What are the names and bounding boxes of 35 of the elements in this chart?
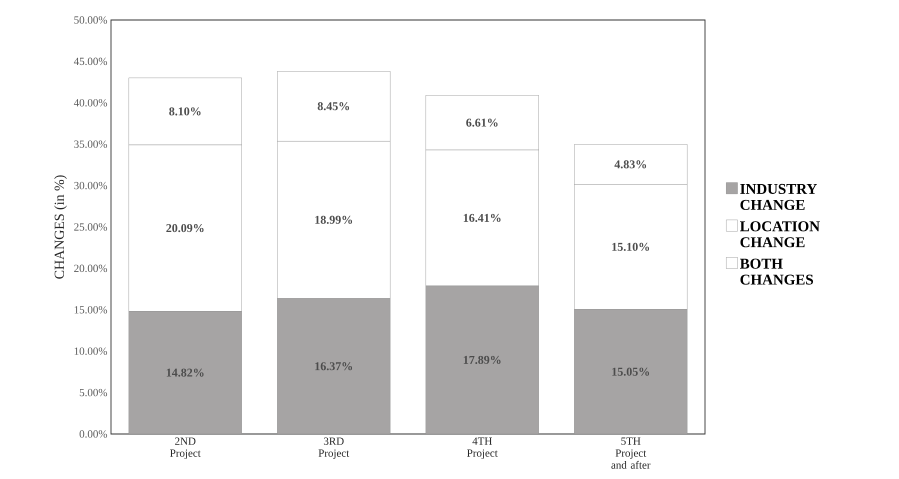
y-tick-label: 20.00% — [74, 264, 108, 272]
data-label: 15.05% — [612, 368, 650, 376]
bar — [426, 286, 539, 434]
data-label: 20.09% — [166, 224, 204, 232]
y-tick-label: 10.00% — [74, 347, 108, 355]
y-tick-label: 45.00% — [74, 58, 108, 66]
data-label: 8.10% — [169, 107, 201, 116]
x-tick-label: 4TH Project — [467, 438, 498, 460]
y-tick-label: 25.00% — [74, 223, 108, 231]
x-tick-label: 2ND Project — [170, 438, 201, 460]
bar — [128, 311, 242, 434]
y-tick-label: 50.00% — [74, 16, 108, 24]
bar — [277, 298, 390, 434]
y-tick-label: 5.00% — [80, 388, 108, 396]
data-label: 17.89% — [464, 356, 501, 364]
bar — [574, 309, 688, 434]
data-label: 8.45% — [318, 102, 350, 110]
legend-label: LOCATION CHANGE — [740, 221, 820, 248]
y-tick-label: 35.00% — [74, 140, 108, 148]
data-label: 18.99% — [315, 216, 352, 224]
data-label: 14.82% — [166, 368, 204, 377]
legend-label: INDUSTRY CHANGE — [740, 184, 817, 210]
x-tick-label: 3RD Project — [318, 438, 350, 460]
data-label: 15.10% — [612, 242, 650, 251]
data-label: 16.37% — [315, 362, 352, 370]
legend-label: BOTH CHANGES — [740, 258, 813, 285]
data-label: 6.61% — [466, 118, 498, 127]
y-tick-label: 40.00% — [74, 99, 108, 107]
data-label: 4.83% — [614, 160, 646, 168]
y-tick-label: 15.00% — [74, 306, 108, 314]
y-tick-label: 30.00% — [74, 182, 108, 190]
y-axis-title: CHANGES (in %) — [54, 175, 67, 279]
y-tick-label: 0.00% — [80, 430, 108, 438]
data-label: 16.41% — [464, 214, 501, 222]
x-tick-label: 5TH Project and after — [611, 438, 650, 469]
